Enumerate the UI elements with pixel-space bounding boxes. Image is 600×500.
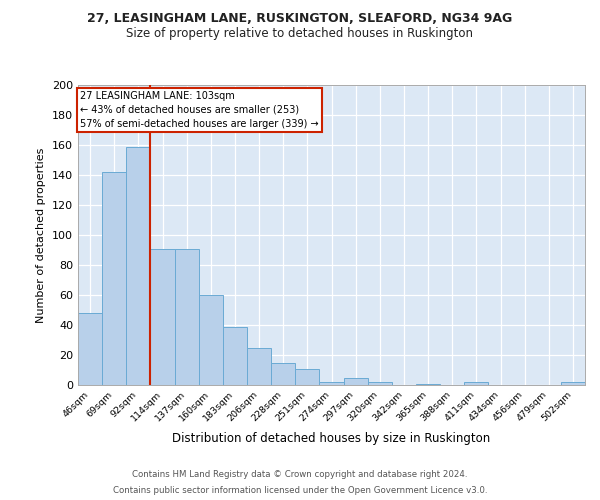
- Bar: [319, 382, 344, 385]
- Bar: [126, 146, 151, 385]
- Bar: [295, 368, 319, 385]
- Bar: [151, 248, 175, 385]
- Y-axis label: Number of detached properties: Number of detached properties: [37, 148, 46, 322]
- Text: Size of property relative to detached houses in Ruskington: Size of property relative to detached ho…: [127, 28, 473, 40]
- X-axis label: Distribution of detached houses by size in Ruskington: Distribution of detached houses by size …: [172, 432, 491, 444]
- Bar: [368, 382, 392, 385]
- Bar: [199, 295, 223, 385]
- Bar: [464, 382, 488, 385]
- Bar: [344, 378, 368, 385]
- Bar: [223, 326, 247, 385]
- Bar: [247, 348, 271, 385]
- Bar: [416, 384, 440, 385]
- Text: Contains public sector information licensed under the Open Government Licence v3: Contains public sector information licen…: [113, 486, 487, 495]
- Text: 27 LEASINGHAM LANE: 103sqm
← 43% of detached houses are smaller (253)
57% of sem: 27 LEASINGHAM LANE: 103sqm ← 43% of deta…: [80, 91, 319, 129]
- Bar: [102, 172, 126, 385]
- Text: Contains HM Land Registry data © Crown copyright and database right 2024.: Contains HM Land Registry data © Crown c…: [132, 470, 468, 479]
- Bar: [175, 248, 199, 385]
- Text: 27, LEASINGHAM LANE, RUSKINGTON, SLEAFORD, NG34 9AG: 27, LEASINGHAM LANE, RUSKINGTON, SLEAFOR…: [88, 12, 512, 26]
- Bar: [271, 362, 295, 385]
- Bar: [78, 313, 102, 385]
- Bar: [561, 382, 585, 385]
